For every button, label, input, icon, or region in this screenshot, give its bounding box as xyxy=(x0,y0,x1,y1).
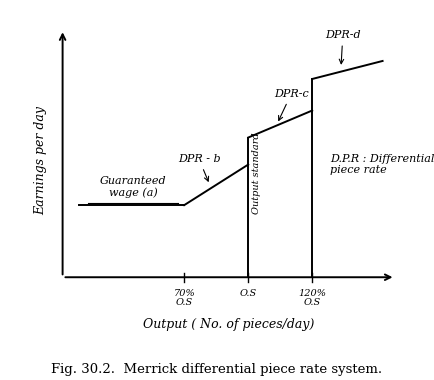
Text: O.S: O.S xyxy=(240,288,257,298)
Text: DPR-c: DPR-c xyxy=(274,89,309,120)
Text: Output standard: Output standard xyxy=(252,133,261,214)
Text: O.S: O.S xyxy=(304,298,321,307)
Text: 70%: 70% xyxy=(173,288,195,298)
Text: O.S: O.S xyxy=(176,298,193,307)
Text: Fig. 30.2.  Merrick differential piece rate system.: Fig. 30.2. Merrick differential piece ra… xyxy=(52,363,382,376)
Text: Output ( No. of pieces/day): Output ( No. of pieces/day) xyxy=(143,318,315,331)
Text: DPR-d: DPR-d xyxy=(325,30,361,64)
Text: 120%: 120% xyxy=(298,288,326,298)
Text: Guaranteed
wage (a): Guaranteed wage (a) xyxy=(100,176,166,198)
Text: D.P.R : Differential
piece rate: D.P.R : Differential piece rate xyxy=(330,154,434,176)
Text: Earnings per day: Earnings per day xyxy=(34,106,47,215)
Text: DPR - b: DPR - b xyxy=(178,154,220,181)
